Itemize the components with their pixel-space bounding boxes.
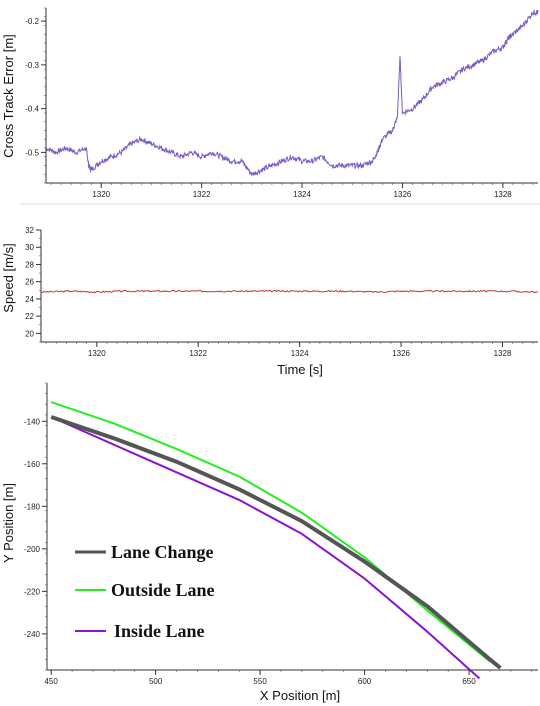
x-tick-label: 650 <box>462 677 476 686</box>
y-tick-label: 20 <box>25 329 34 338</box>
series-line-inside-lane <box>50 416 481 680</box>
y-tick-label: -0.2 <box>25 17 39 26</box>
x-tick-label: 1324 <box>293 190 311 199</box>
x-tick-label: 1326 <box>392 349 410 358</box>
speed-series-line <box>40 289 539 294</box>
path-y-ticks: -240 -220 -200 -180 -160 -140 <box>24 382 47 671</box>
x-tick-label: 450 <box>44 677 58 686</box>
x-tick-label: 1324 <box>291 349 309 358</box>
y-tick-label: 22 <box>25 312 34 321</box>
y-tick-label: -0.4 <box>25 105 39 114</box>
path-series <box>50 401 502 680</box>
x-tick-label: 1328 <box>494 349 512 358</box>
speed-y-label: Speed [m/s] <box>1 243 16 312</box>
path-panel: -240 -220 -200 -180 -160 -140 450 500 550 600 650… <box>1 382 538 703</box>
cte-panel: -0.5 -0.4 -0.3 -0.2 1320 1322 1324 1326 1328 Cr… <box>1 7 539 199</box>
y-tick-label: -180 <box>24 502 41 511</box>
x-tick-label: 1322 <box>189 349 207 358</box>
path-x-ticks: 450 500 550 600 650 <box>44 670 533 686</box>
y-tick-label: -200 <box>24 545 41 554</box>
speed-x-label: Time [s] <box>277 362 323 377</box>
y-tick-label: -160 <box>24 460 41 469</box>
cte-y-label: Cross Track Error [m] <box>1 34 16 158</box>
speed-panel: 20 22 24 26 28 30 32 1320 1322 1324 1326 1328 Spee… <box>1 226 539 377</box>
y-tick-label: 28 <box>25 260 34 269</box>
speed-x-ticks: 1320 1322 1324 1326 1328 <box>45 342 534 358</box>
series-line-outside-lane <box>50 401 491 663</box>
cte-x-ticks: 1320 1322 1324 1326 1328 <box>50 183 534 199</box>
y-tick-label: -140 <box>24 417 41 426</box>
y-tick-label: -220 <box>24 587 41 596</box>
y-tick-label: 30 <box>25 243 34 252</box>
y-tick-label: -0.3 <box>25 61 39 70</box>
path-y-label: Y Position [m] <box>1 483 16 563</box>
speed-y-ticks: 20 22 24 26 28 30 32 <box>25 226 41 343</box>
y-tick-label: 26 <box>25 278 34 287</box>
legend-label: Outside Lane <box>111 580 215 600</box>
y-tick-label: 32 <box>25 226 34 235</box>
y-tick-label: 24 <box>25 295 34 304</box>
legend-label: Inside Lane <box>114 621 205 641</box>
legend-label: Lane Change <box>111 542 214 562</box>
cte-y-ticks: -0.5 -0.4 -0.3 -0.2 <box>25 7 46 184</box>
x-tick-label: 1326 <box>394 190 412 199</box>
legend: Lane Change Outside Lane Inside Lane <box>75 542 215 641</box>
x-tick-label: 1320 <box>88 349 106 358</box>
x-tick-label: 500 <box>149 677 163 686</box>
series-line-lane-change <box>50 415 502 670</box>
y-tick-label: -240 <box>24 630 41 639</box>
cte-series-line <box>45 9 539 177</box>
x-tick-label: 550 <box>253 677 267 686</box>
path-x-label: X Position [m] <box>260 688 340 703</box>
x-tick-label: 1320 <box>92 190 110 199</box>
y-tick-label: -0.5 <box>25 148 39 157</box>
x-tick-label: 1328 <box>494 190 512 199</box>
x-tick-label: 1322 <box>193 190 211 199</box>
x-tick-label: 600 <box>358 677 372 686</box>
